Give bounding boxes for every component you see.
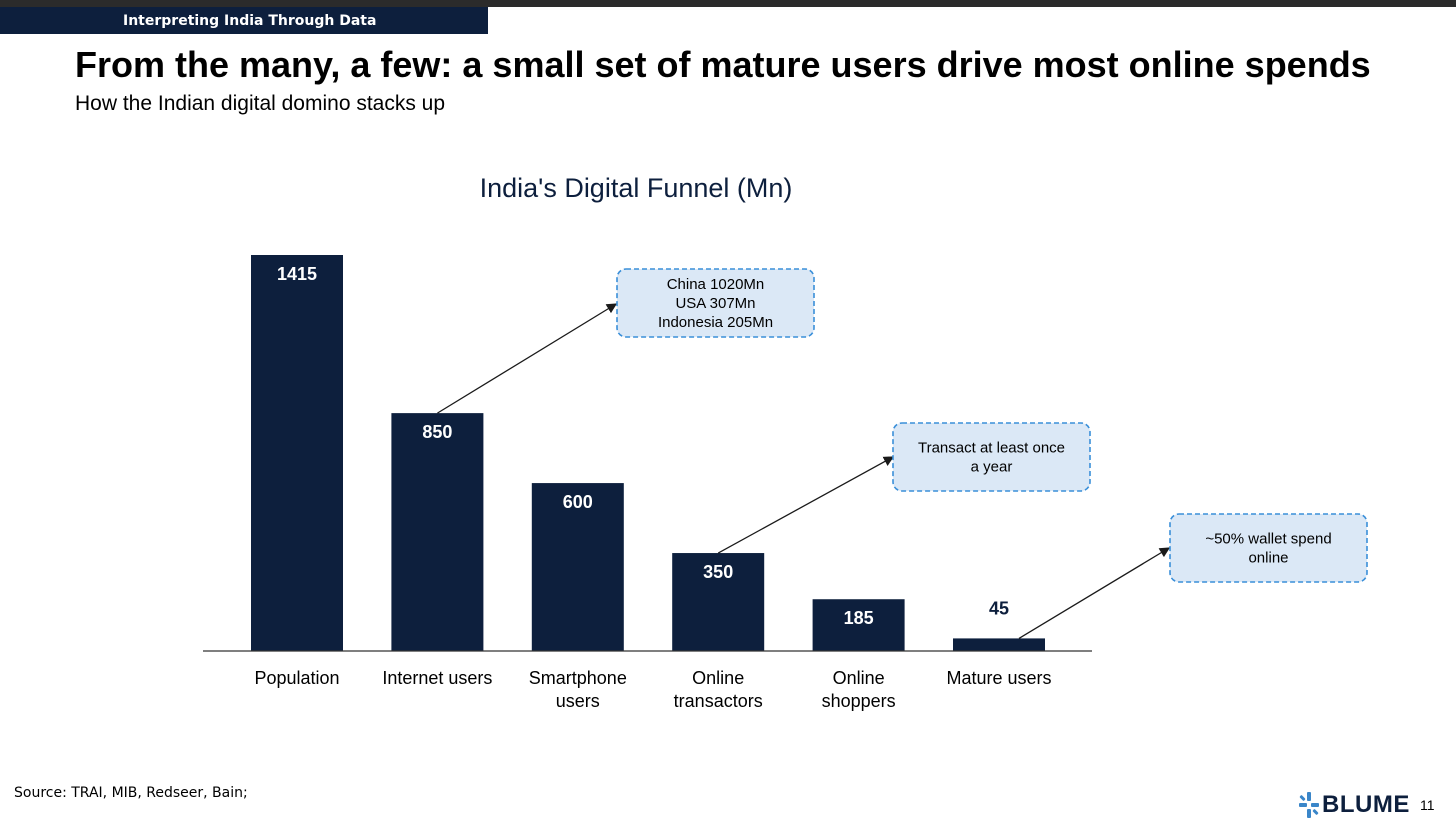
annotation-text: USA 307Mn	[675, 295, 755, 312]
category-label: Smartphone	[529, 668, 627, 688]
data-label: 600	[563, 492, 593, 512]
chart-title: India's Digital Funnel (Mn)	[480, 173, 793, 203]
bar	[953, 638, 1045, 651]
bar	[391, 413, 484, 651]
annotation-arrow	[717, 456, 895, 554]
bar	[672, 553, 765, 651]
data-label: 850	[422, 422, 452, 442]
annotation-text: ~50% wallet spend	[1205, 531, 1331, 548]
annotation-text: online	[1248, 550, 1288, 567]
header-band-label: Interpreting India Through Data	[123, 12, 377, 29]
category-label: Population	[254, 668, 339, 688]
blume-logo-text: BLUME	[1322, 791, 1410, 818]
bar	[812, 599, 905, 651]
blume-logo-icon	[1299, 792, 1319, 818]
header-band: Interpreting India Through Data	[0, 7, 488, 34]
category-label: Online	[692, 668, 744, 688]
data-label: 45	[989, 598, 1009, 618]
slide-title: From the many, a few: a small set of mat…	[75, 44, 1371, 85]
category-label: users	[556, 691, 600, 711]
data-label: 350	[703, 562, 733, 582]
bar	[531, 483, 624, 651]
annotation-text: Indonesia 205Mn	[658, 314, 773, 331]
blume-logo: BLUME	[1298, 790, 1410, 820]
annotation-box	[616, 268, 815, 338]
category-label: shoppers	[822, 691, 896, 711]
data-label: 185	[844, 608, 874, 628]
category-label: transactors	[674, 691, 763, 711]
page-number: 11	[1420, 797, 1435, 813]
annotation-box	[1169, 513, 1368, 583]
category-label: Online	[833, 668, 885, 688]
annotation-text: China 1020Mn	[667, 276, 765, 293]
category-label: Internet users	[382, 668, 492, 688]
top-rule	[0, 0, 1456, 7]
annotation-arrow	[1018, 547, 1171, 639]
slide-subtitle: How the Indian digital domino stacks up	[75, 92, 446, 115]
annotation-text: Transact at least once	[918, 440, 1065, 457]
data-label: 1415	[277, 264, 317, 284]
source-note: Source: TRAI, MIB, Redseer, Bain;	[14, 785, 248, 801]
annotation-text: a year	[971, 459, 1013, 476]
category-label: Mature users	[946, 668, 1051, 688]
annotation-arrow	[437, 303, 618, 414]
annotation-box	[892, 422, 1091, 492]
bar	[251, 255, 343, 651]
